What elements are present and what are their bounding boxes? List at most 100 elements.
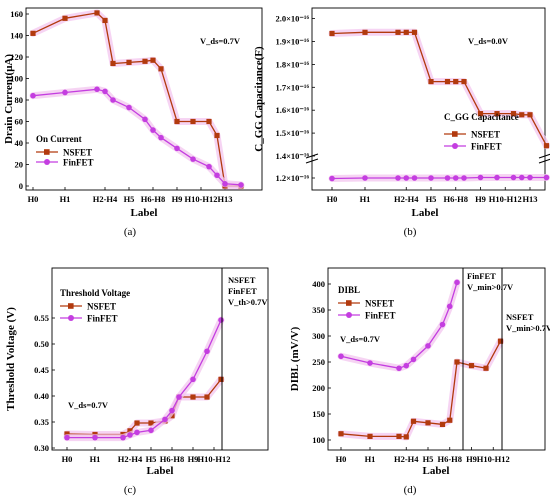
caption-b: (b)	[404, 226, 417, 238]
plot-frame-d	[327, 267, 546, 451]
caption-c: (c)	[124, 484, 137, 496]
y-tick-label: 2.0×10⁻¹⁶	[275, 14, 309, 24]
y-tick-label: 0.35	[34, 417, 49, 427]
y-tick-label: 20	[15, 160, 24, 170]
data-point-finfet	[150, 127, 156, 133]
series-group-c	[63, 316, 225, 442]
y-tick-label: 1.8×10⁻¹⁶	[275, 59, 309, 69]
series-glow	[328, 28, 550, 150]
data-point-finfet	[518, 174, 525, 181]
data-point-finfet	[396, 365, 402, 372]
data-point-nsfet	[468, 363, 475, 369]
legend-d: NSFET FinFET	[338, 299, 396, 321]
data-point-nsfet	[329, 30, 335, 37]
y-tick-label: 0.50	[34, 339, 49, 349]
y-tick-label: 0.30	[34, 443, 49, 453]
y-tick-label: 140	[10, 31, 23, 41]
data-point-finfet	[362, 175, 368, 181]
x-tick-label: H0	[336, 454, 347, 464]
data-point-nsfet	[127, 428, 133, 434]
x-tick-label: H1	[90, 454, 101, 464]
y-tick-label: 60	[15, 117, 24, 127]
data-point-nsfet	[102, 17, 108, 24]
x-tick-label: H6-H8	[443, 194, 468, 204]
data-point-finfet	[176, 394, 182, 400]
data-point-nsfet	[447, 417, 453, 423]
y-axis-label-b: C_GG Capacitance(F)	[253, 46, 265, 152]
y-tick-label: 120	[10, 52, 23, 62]
x-tick-label: H5	[423, 454, 434, 464]
data-point-nsfet	[543, 143, 550, 149]
data-point-finfet	[127, 432, 133, 438]
y-tick-label: 100	[312, 435, 325, 445]
data-point-finfet	[162, 416, 168, 423]
data-point-finfet	[94, 86, 100, 93]
annotation-nsfet-d: NSFET	[506, 312, 534, 322]
data-point-finfet	[148, 427, 154, 434]
data-point-nsfet	[190, 118, 196, 125]
legend-label: NSFET	[471, 130, 500, 140]
x-tick-label: H6-H8	[141, 194, 166, 204]
x-tick-label: H2-H4	[93, 194, 118, 204]
annotation-vds-c: V_ds=0.7V	[68, 400, 109, 410]
data-point-nsfet	[428, 78, 434, 85]
data-point-finfet	[214, 172, 220, 179]
data-point-finfet	[395, 175, 401, 181]
data-point-finfet	[190, 156, 196, 162]
data-point-nsfet	[410, 418, 417, 424]
annotation-vds-b: V_ds=0.0V	[468, 36, 509, 46]
data-point-finfet	[410, 356, 417, 363]
legend-title-c: Threshold Voltage	[60, 288, 130, 298]
data-point-nsfet	[62, 15, 68, 21]
series-glow	[337, 278, 461, 372]
legend-c: NSFET FinFET	[60, 302, 118, 324]
y-tick-label: 400	[312, 279, 325, 289]
data-point-nsfet	[158, 66, 164, 72]
data-point-nsfet	[206, 118, 212, 125]
plot-frame-b	[311, 7, 546, 191]
legend-label: NSFET	[63, 148, 92, 158]
data-point-nsfet	[396, 433, 402, 439]
data-point-finfet	[461, 175, 467, 181]
legend-label: FinFET	[87, 314, 118, 324]
x-tick-label: H0	[327, 194, 338, 204]
data-point-nsfet	[362, 29, 368, 35]
data-point-finfet	[30, 92, 36, 99]
data-point-finfet	[477, 174, 484, 181]
data-point-nsfet	[214, 132, 220, 139]
legend-b: NSFET FinFET	[444, 130, 502, 152]
y-tick-label: 1.4×10⁻¹⁶	[275, 151, 309, 161]
legend-title-a: On Current	[36, 134, 82, 144]
data-point-nsfet	[134, 420, 140, 426]
data-point-nsfet	[519, 112, 525, 118]
data-point-nsfet	[148, 420, 154, 426]
legend-marker-square	[452, 131, 458, 137]
data-point-finfet	[510, 174, 517, 181]
legend-marker-circle	[44, 159, 50, 165]
data-point-nsfet	[94, 10, 100, 16]
x-tick-label: H2-H4	[118, 454, 143, 464]
data-point-finfet	[439, 321, 446, 328]
y-tick-label: 0	[19, 181, 23, 191]
data-point-nsfet	[425, 420, 431, 426]
data-point-finfet	[92, 434, 98, 441]
data-point-nsfet	[527, 112, 533, 118]
x-tick-label: H0	[28, 194, 39, 204]
x-tick-label: H2-H4	[394, 454, 419, 464]
series-group-a	[29, 9, 245, 190]
data-point-finfet	[527, 174, 533, 181]
y-tick-label: 1.6×10⁻¹⁶	[275, 105, 309, 115]
annotation-vmin-nsfet-d: V_min>0.7V	[506, 323, 550, 333]
y-tick-label: 100	[10, 74, 23, 84]
plot-frame-c	[51, 267, 269, 451]
x-tick-label: H1	[360, 194, 371, 204]
data-point-finfet	[190, 376, 196, 383]
y-tick-label: 1.9×10⁻¹⁶	[275, 37, 309, 47]
y-tick-label: 0.40	[34, 391, 49, 401]
x-tick-label: H6-H8	[437, 454, 462, 464]
data-point-nsfet	[218, 376, 224, 382]
data-point-nsfet	[461, 78, 467, 85]
series-line-nsfet	[331, 31, 548, 147]
data-point-finfet	[425, 343, 431, 349]
